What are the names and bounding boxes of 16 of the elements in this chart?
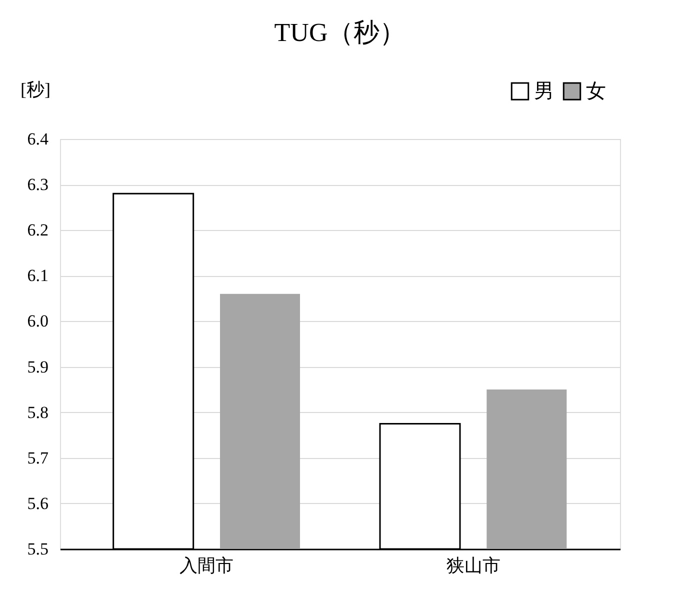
x-tick-label: 狭山市 [446,556,500,576]
x-tick-label: 入間市 [180,556,234,576]
y-tick-label: 6.2 [27,220,48,240]
y-tick-label: 5.6 [27,494,48,513]
y-tick-label: 5.9 [27,357,48,376]
y-tick-label: 5.7 [27,448,49,468]
y-tick-label: 6.4 [27,130,49,148]
legend-label: 女 [586,80,606,102]
y-tick-label: 5.5 [27,540,48,558]
y-axis-title: [秒] [20,80,50,100]
y-tick-label: 6.3 [27,175,48,194]
chart-title: TUG（秒） [274,18,406,47]
y-tick-label: 5.8 [27,402,48,422]
y-tick-label: 6.0 [27,312,48,331]
legend-label: 男 [534,80,554,102]
y-tick-label: 6.1 [27,266,48,286]
